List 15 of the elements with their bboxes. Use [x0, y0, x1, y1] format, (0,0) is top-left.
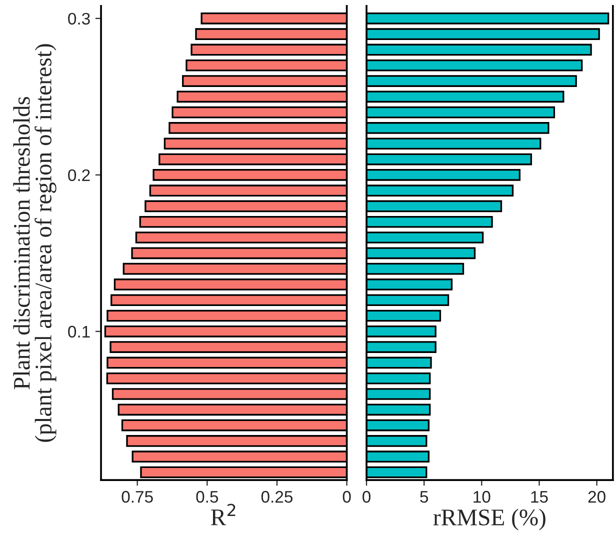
y-axis-title: Plant discrimination thresholds (plant pixel area/area of region of interest)	[13, 44, 56, 442]
x-tick-label: 10	[474, 490, 490, 503]
x-tick-label: 15	[531, 491, 548, 503]
y-tick-label: 0.3	[68, 12, 90, 25]
x-tick-label: 0.75	[122, 490, 153, 503]
x-tick-label: 0.5	[196, 490, 218, 503]
x-tick-label: 20	[588, 490, 606, 503]
x-axis-title: rRMSE (%)	[433, 508, 546, 530]
y-tick-label: 0.1	[68, 326, 90, 338]
x-tick-label: 0.25	[261, 490, 293, 503]
x-axis-title: R$^{2}$	[211, 504, 236, 526]
x-tick-label: 0	[362, 490, 371, 503]
y-tick-label: 0.2	[68, 169, 90, 182]
x-tick-label: 5	[420, 491, 428, 503]
x-tick-label: 0	[342, 490, 351, 503]
